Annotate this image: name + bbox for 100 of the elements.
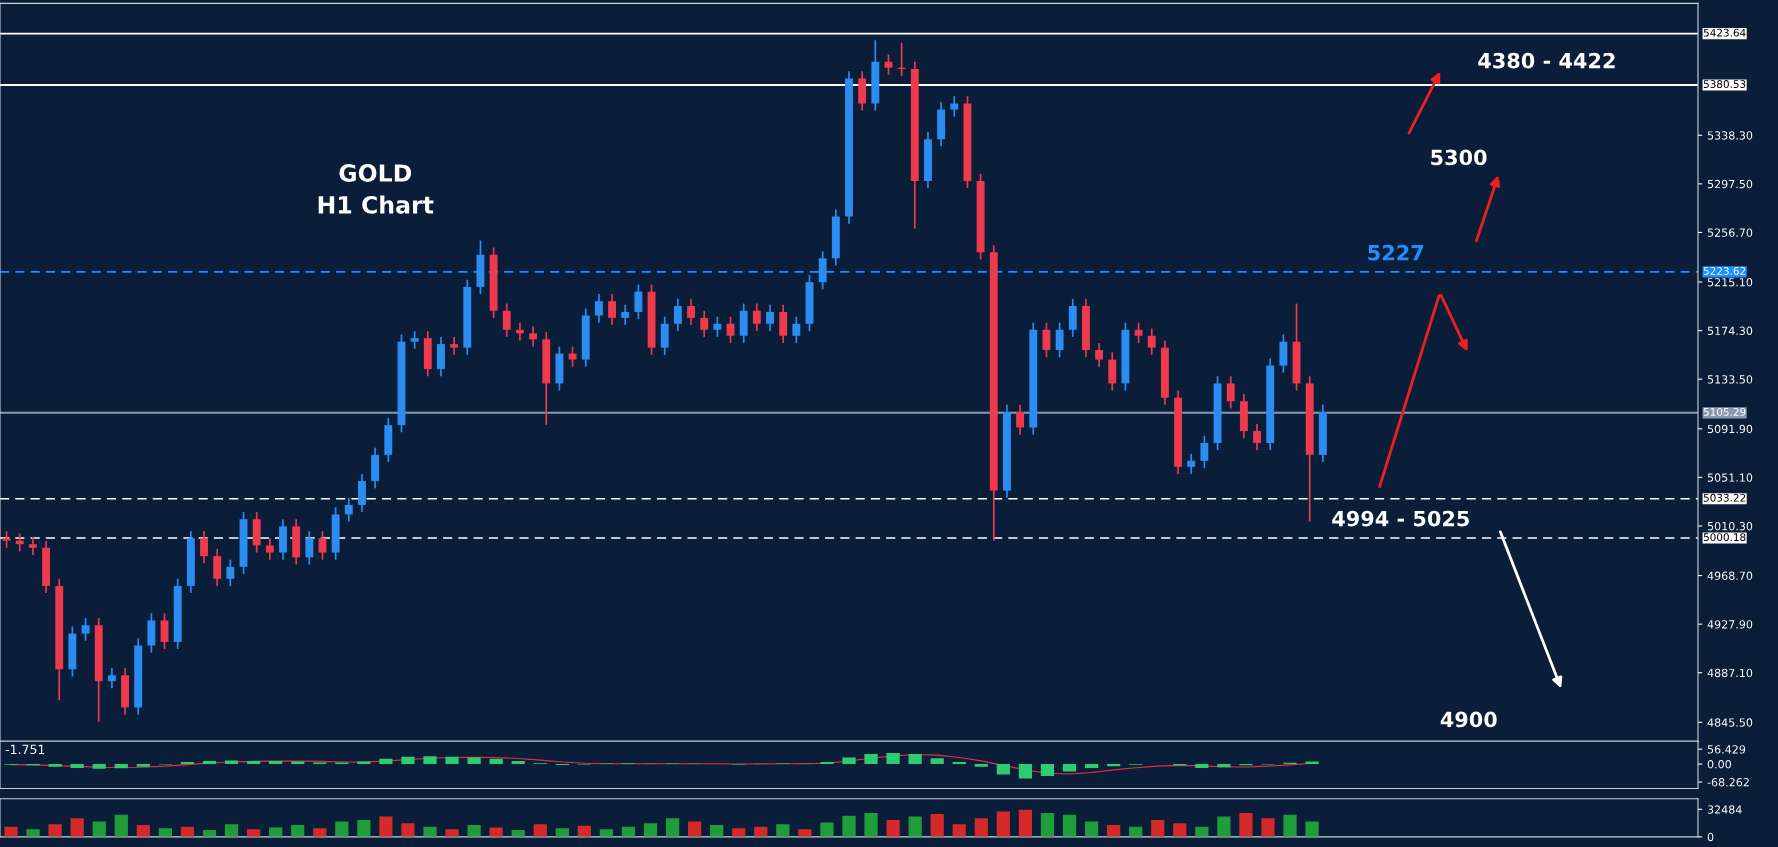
candlestick	[265, 537, 274, 561]
bar	[842, 757, 856, 765]
candlestick	[568, 345, 577, 368]
annotation: 4380 - 4422	[1478, 52, 1615, 69]
bar	[820, 822, 834, 837]
bar	[1018, 764, 1033, 779]
y-tick-label: 56.429	[1707, 745, 1746, 754]
candlestick	[1134, 321, 1143, 344]
annotation: 5300	[1431, 149, 1487, 166]
bar	[401, 756, 415, 765]
bar	[908, 754, 922, 765]
bar	[952, 824, 966, 837]
ref-line-label: 5223.62	[1703, 267, 1746, 275]
bar	[1305, 761, 1319, 765]
bar	[555, 828, 569, 837]
bar	[202, 760, 217, 765]
annotation: -1.751	[5, 744, 45, 755]
bar	[1283, 814, 1297, 837]
bar	[996, 811, 1010, 837]
y-tick-label: 4968.70	[1707, 571, 1753, 580]
bar	[776, 824, 790, 837]
bar	[688, 821, 702, 837]
candlestick	[1068, 297, 1077, 338]
candlestick	[1226, 375, 1235, 410]
y-tick-label: 5051.10	[1707, 473, 1753, 482]
bar	[1018, 809, 1033, 837]
bar	[1305, 821, 1319, 837]
bar	[224, 824, 239, 837]
bar	[710, 824, 724, 837]
candlestick	[318, 530, 327, 561]
ref-line-label: 5000.18	[1703, 533, 1746, 542]
bar	[48, 764, 62, 767]
bar	[1040, 813, 1055, 837]
candlestick	[502, 302, 511, 338]
y-tick-label: 0	[1707, 832, 1714, 842]
y-tick-label: 4927.90	[1707, 620, 1753, 629]
bar	[1151, 819, 1165, 837]
bar	[732, 828, 746, 837]
bar	[467, 757, 481, 765]
candlestick	[608, 293, 617, 326]
y-tick-label: 5174.30	[1707, 326, 1753, 336]
bar	[379, 758, 393, 765]
bar	[533, 824, 547, 837]
bar	[269, 760, 283, 765]
y-tick-label: 5091.90	[1707, 424, 1753, 434]
candlestick	[213, 548, 222, 587]
bar	[1107, 764, 1121, 767]
candlestick	[305, 530, 314, 566]
candlestick	[1200, 434, 1209, 469]
bar	[996, 764, 1010, 775]
y-tick-label: -68.262	[1707, 778, 1749, 787]
text: GOLD H1 Chart	[318, 164, 434, 214]
candlestick	[634, 283, 643, 320]
candlestick	[660, 315, 669, 356]
bar	[92, 764, 106, 769]
bar	[379, 816, 393, 837]
candlestick	[1042, 321, 1051, 359]
candlestick	[779, 303, 788, 344]
bar	[445, 829, 459, 837]
candlestick	[107, 667, 116, 690]
bar	[26, 829, 40, 837]
bar	[511, 760, 525, 765]
bar	[599, 829, 614, 837]
bar	[1062, 814, 1077, 837]
bar	[357, 819, 371, 837]
bar	[401, 823, 415, 837]
y-tick-label: 32484	[1707, 805, 1742, 814]
candlestick	[160, 612, 169, 650]
bar	[643, 823, 658, 837]
bar	[246, 829, 261, 837]
bar	[180, 761, 195, 765]
bar	[4, 826, 18, 837]
candlestick	[1253, 423, 1261, 451]
y-tick-label: 5338.30	[1707, 131, 1753, 140]
candlestick	[621, 303, 630, 326]
candlestick	[1055, 321, 1064, 359]
bar	[1040, 764, 1055, 776]
candlestick	[1016, 404, 1025, 436]
annotation: 5227	[1368, 244, 1424, 261]
bar	[930, 758, 944, 765]
bar	[1261, 818, 1275, 837]
ref-line-label: 5380.53	[1703, 80, 1746, 88]
bar	[114, 764, 128, 769]
bar	[136, 764, 150, 767]
bar	[158, 828, 172, 837]
ref-line-label: 5423.64	[1703, 28, 1746, 37]
bar	[357, 761, 371, 765]
ref-line-label: 5033.22	[1703, 493, 1746, 502]
candlestick	[594, 293, 603, 324]
candlestick	[529, 325, 538, 348]
candlestick	[792, 315, 801, 344]
candlestick	[950, 95, 959, 118]
ref-line-label: 5105.29	[1703, 407, 1746, 416]
candlestick	[200, 530, 208, 565]
candlestick	[673, 297, 682, 332]
bar	[246, 760, 261, 765]
candlestick	[450, 336, 459, 356]
bar	[930, 813, 944, 837]
bar	[820, 761, 834, 765]
bar	[48, 824, 62, 837]
